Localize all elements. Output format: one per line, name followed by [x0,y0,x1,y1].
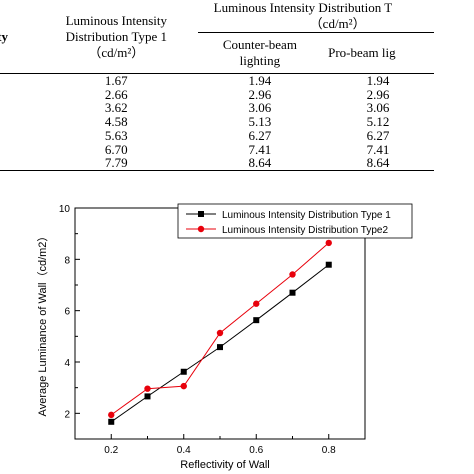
cell-reflectivity: .2 [0,74,35,88]
data-point [216,329,224,337]
line-chart: 0.2 0.4 0.6 0.8 2 4 6 8 10 Luminous Intensity Di… [36,203,413,471]
cell-reflectivity: .4 [0,101,35,115]
header-type2-unit: （cd/m²） [197,16,434,33]
header-type1-label: Luminous Intensity Distribution Type 1 [65,12,168,44]
legend-marker [198,211,204,217]
plot-frame [74,207,366,440]
cell-reflectivity: .8 [0,156,35,171]
table-row: .2 1.67 1.94 1.94 [0,74,434,88]
cell-type1: 2.66 [104,86,128,102]
y-tick-label: 6 [64,307,70,318]
cell-counter: 8.64 [197,156,323,171]
cell-type1: 3.62 [104,100,128,116]
series-line-1 [110,264,330,423]
cell-reflectivity: .5 [0,115,35,129]
chart-series-layer [108,239,332,425]
table-row: .6 5.63 6.27 6.27 [0,129,434,143]
data-point [108,411,115,419]
header-counter-beam-label: Counter-beam lighting [222,37,297,68]
header-counter-beam: Counter-beam lighting [197,33,323,74]
data-point [253,300,260,307]
cell-pro: 7.41 [366,141,390,157]
cell-type1: 5.63 [104,127,128,143]
data-point [217,344,223,351]
data-point [289,271,296,278]
cell-type1: 1.67 [104,73,128,88]
table-row: .4 3.62 3.06 3.06 [0,101,434,115]
y-tick-label: 4 [64,358,70,369]
y-tick-label: 2 [64,409,70,420]
data-point [253,317,260,324]
data-point [144,393,151,400]
legend-box [177,203,413,239]
cell-counter: 7.41 [248,141,272,157]
x-tick-label: 0.8 [322,445,336,456]
header-type1: Luminous Intensity Distribution Type 1 （… [34,0,198,74]
table-row: .5 4.58 5.13 5.12 [0,115,434,129]
data-point [289,289,296,296]
cell-counter: 1.94 [248,73,272,88]
x-tick-label: 0.6 [249,445,263,456]
cell-reflectivity: .3 [0,88,35,102]
chart-legend: Luminous Intensity Distribution Type 1 Lu… [177,203,413,239]
cell-type1: 4.58 [104,114,128,130]
legend-label: Luminous Intensity Distribution Type2 [222,225,388,236]
y-tick-label: 8 [64,255,70,266]
legend-marker [197,225,205,233]
legend-label: Luminous Intensity Distribution Type 1 [222,210,391,221]
cell-type1: 7.79 [34,156,198,171]
chart-axes: 0.2 0.4 0.6 0.8 2 4 6 8 10 [59,204,366,456]
data-table-region: lectivity Luminous Intensity Distributio… [0,0,474,190]
cell-pro: 5.12 [366,114,390,130]
table-row: .3 2.66 2.96 2.96 [0,86,434,102]
cell-pro: 8.64 [322,156,434,171]
luminance-table: lectivity Luminous Intensity Distributio… [0,0,434,171]
x-tick-label: 0.2 [104,445,118,456]
x-tick-label: 0.4 [177,445,191,456]
cell-counter: 5.13 [248,114,272,130]
cell-counter: 2.96 [248,86,272,102]
cell-pro: 2.96 [366,86,390,102]
y-tick-label: 10 [59,204,71,215]
header-type2-label: Luminous Intensity Distribution T [213,0,393,15]
cell-pro: 6.27 [366,127,390,143]
cell-pro: 3.06 [366,100,390,116]
series-line-2 [110,242,330,416]
data-point [108,418,115,425]
data-point [180,368,187,375]
data-point [180,382,187,390]
cell-reflectivity: .6 [0,129,35,143]
header-pro-beam: Pro-beam lig [322,33,434,74]
header-type1-unit: （cd/m²） [88,44,145,60]
table-body: .2 1.67 1.94 1.94 .3 2.66 2.96 2.96 .4 3.62 3.06 3.… [0,74,434,171]
cell-pro: 1.94 [366,73,390,88]
table-row: .7 6.70 7.41 7.41 [0,141,434,157]
data-point [325,239,332,247]
cell-counter: 6.27 [248,127,272,143]
header-type2-group: Luminous Intensity Distribution T （cd/m²… [197,0,434,33]
cell-reflectivity: .7 [0,143,35,157]
header-reflectivity: lectivity [0,0,35,74]
cell-counter: 3.06 [248,100,272,116]
table-row: .87.798.648.64 [0,156,434,171]
data-point [144,385,151,392]
x-axis-label: Reflectivity of Wall [180,459,269,471]
y-axis-label: Average Luminance of Wall（cd/m2） [36,231,49,417]
cell-type1: 6.70 [104,141,128,157]
data-point [325,261,332,268]
